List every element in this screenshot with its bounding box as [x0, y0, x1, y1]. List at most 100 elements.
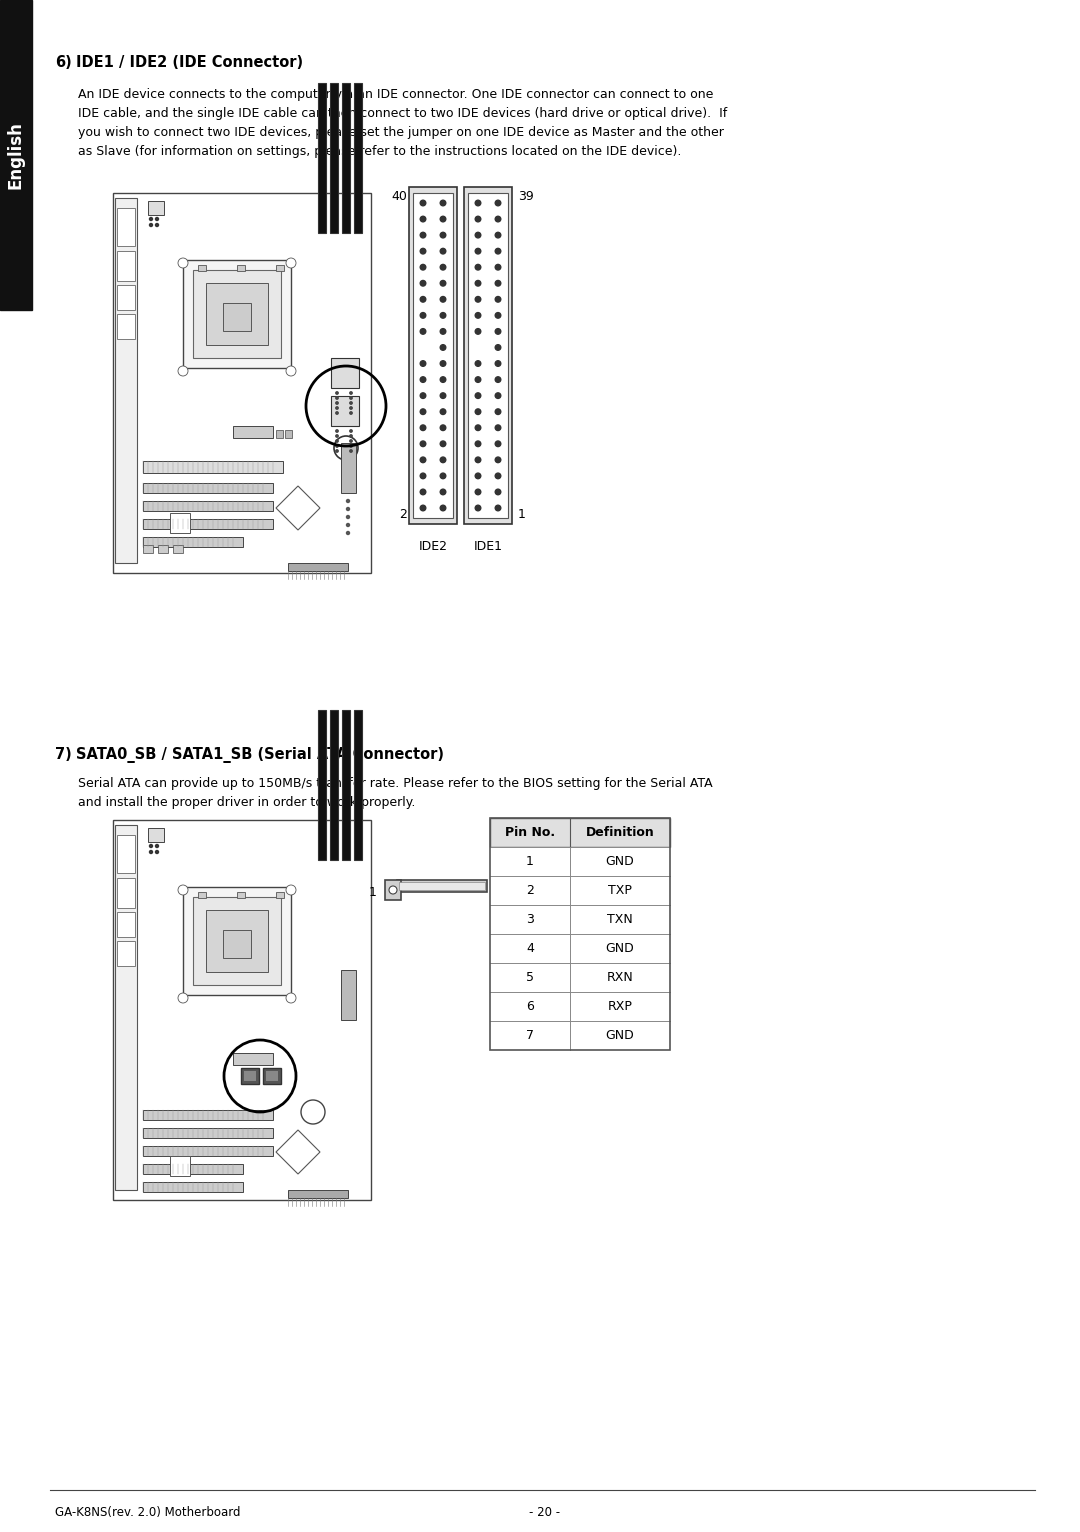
Text: 7: 7 [491, 885, 499, 898]
Bar [319, 905, 325, 935]
Circle shape [301, 1100, 325, 1124]
Circle shape [496, 506, 501, 510]
Bar [233, 1052, 273, 1065]
Bar [413, 193, 453, 518]
Bar [158, 545, 168, 553]
Bar [114, 198, 137, 562]
Circle shape [350, 408, 352, 409]
Circle shape [347, 499, 350, 502]
Text: Definition: Definition [585, 826, 654, 840]
Text: GA-K8NS(rev. 2.0) Motherboard: GA-K8NS(rev. 2.0) Motherboard [55, 1506, 241, 1520]
Text: English: English [6, 121, 25, 188]
Text: 5: 5 [526, 971, 534, 984]
Circle shape [496, 409, 501, 415]
Circle shape [336, 444, 338, 447]
Bar [143, 1183, 243, 1192]
Bar [490, 847, 670, 876]
Bar [117, 251, 135, 280]
Bar [170, 1157, 190, 1177]
Circle shape [441, 297, 446, 302]
Bar [330, 277, 337, 308]
Bar [183, 887, 291, 994]
Circle shape [336, 430, 338, 432]
Circle shape [420, 297, 426, 302]
Bar [117, 941, 135, 967]
Bar [319, 277, 325, 308]
Circle shape [475, 313, 481, 319]
Circle shape [475, 392, 481, 398]
Circle shape [336, 450, 338, 452]
Circle shape [475, 233, 481, 237]
Bar [143, 1146, 273, 1157]
Circle shape [336, 408, 338, 409]
Bar [490, 935, 670, 964]
Circle shape [350, 401, 352, 404]
Bar [318, 83, 326, 233]
Bar [198, 265, 206, 271]
Circle shape [441, 506, 446, 510]
Circle shape [336, 412, 338, 414]
Bar [318, 709, 326, 859]
Circle shape [496, 201, 501, 205]
Circle shape [441, 201, 446, 205]
Circle shape [350, 444, 352, 447]
Bar [266, 1071, 278, 1082]
Circle shape [475, 457, 481, 463]
Circle shape [178, 993, 188, 1003]
Circle shape [475, 409, 481, 415]
Circle shape [156, 844, 159, 847]
Circle shape [286, 885, 296, 895]
Circle shape [156, 850, 159, 853]
Circle shape [420, 506, 426, 510]
Bar [143, 1111, 273, 1120]
Circle shape [441, 280, 446, 286]
Circle shape [420, 489, 426, 495]
Circle shape [441, 377, 446, 383]
Bar [193, 898, 281, 985]
Circle shape [475, 329, 481, 334]
Circle shape [334, 437, 357, 460]
Circle shape [336, 392, 338, 394]
Bar [143, 461, 283, 473]
Circle shape [420, 457, 426, 463]
Text: Pin No.: Pin No. [505, 826, 555, 840]
Bar [244, 1071, 256, 1082]
Bar [399, 882, 485, 890]
Bar [193, 270, 281, 358]
Text: 2: 2 [526, 884, 534, 898]
Bar [490, 905, 670, 935]
Bar [117, 285, 135, 309]
Circle shape [441, 248, 446, 254]
Bar [0, 0, 32, 309]
Bar [143, 545, 153, 553]
Circle shape [441, 216, 446, 222]
Bar [264, 1068, 281, 1085]
Circle shape [350, 440, 352, 443]
Bar [330, 905, 337, 935]
Bar [330, 358, 359, 388]
Circle shape [149, 224, 152, 227]
Bar [276, 892, 284, 898]
Circle shape [420, 473, 426, 478]
Circle shape [156, 224, 159, 227]
Circle shape [420, 441, 426, 447]
Bar [113, 820, 372, 1200]
Circle shape [420, 313, 426, 319]
Circle shape [350, 397, 352, 400]
Bar [222, 303, 251, 331]
Bar [490, 818, 670, 847]
Text: IDE1: IDE1 [473, 539, 502, 553]
Bar [490, 818, 670, 1049]
Bar [355, 905, 361, 935]
Circle shape [496, 360, 501, 366]
Text: 3: 3 [526, 913, 534, 925]
Circle shape [347, 524, 350, 527]
Bar [342, 83, 350, 233]
Circle shape [475, 216, 481, 222]
Circle shape [496, 329, 501, 334]
Circle shape [420, 233, 426, 237]
Circle shape [420, 280, 426, 286]
Circle shape [441, 265, 446, 270]
Circle shape [178, 257, 188, 268]
Text: - 20 -: - 20 - [529, 1506, 561, 1520]
